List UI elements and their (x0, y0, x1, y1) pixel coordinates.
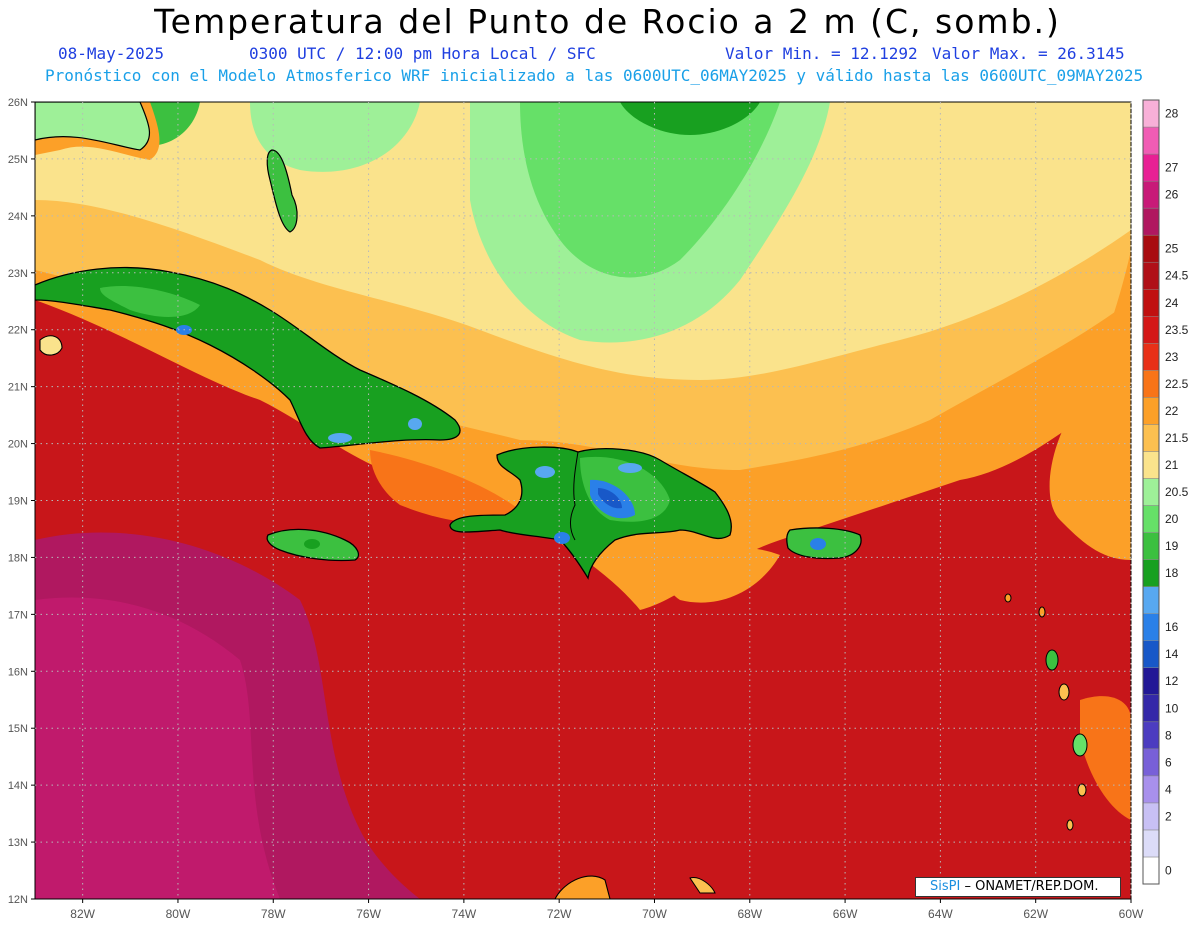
colorbar-label: 27 (1165, 161, 1179, 175)
colorbar-frame (1142, 99, 1160, 885)
colorbar-swatch (1142, 261, 1160, 290)
lat-tick-label: 12N (8, 894, 28, 906)
colorbar-label: 21 (1165, 458, 1179, 472)
colorbar-label: 20 (1165, 512, 1179, 526)
colorbar-swatch (1142, 424, 1160, 452)
min-value: Valor Min. = 12.1292 (725, 44, 918, 63)
colorbar-label: 14 (1165, 647, 1179, 661)
colorbar-swatch (1142, 559, 1160, 587)
colorbar-label: 23.5 (1165, 323, 1189, 337)
lat-tick-label: 17N (8, 609, 28, 621)
dewpoint-field (35, 102, 1131, 899)
lat-tick-label: 24N (8, 211, 28, 223)
colorbar-swatch (1142, 721, 1160, 750)
lon-tick-label: 64W (928, 907, 953, 921)
lat-tick-label: 18N (8, 552, 28, 564)
colorbar-label: 16 (1165, 620, 1179, 634)
lon-tick-label: 80W (166, 907, 191, 921)
colorbar-swatch (1142, 207, 1160, 236)
colorbar-label: 22.5 (1165, 377, 1189, 391)
lon-tick-label: 62W (1023, 907, 1048, 921)
colorbar-swatch (1142, 667, 1160, 696)
colorbar-label: 8 (1165, 728, 1172, 742)
colorbar-swatch (1142, 180, 1160, 209)
colorbar-label: 19 (1165, 539, 1179, 553)
credit-box: SisPI – ONAMET/REP.DOM. (915, 877, 1121, 897)
colorbar-swatch (1142, 343, 1160, 371)
colorbar-swatch (1142, 370, 1160, 398)
lat-tick-label: 16N (8, 666, 28, 678)
lat-tick-label: 13N (8, 837, 28, 849)
colorbar-swatch (1142, 586, 1160, 614)
sispi-logo: SisPI (930, 879, 961, 894)
colorbar-swatch (1142, 748, 1160, 777)
colorbar-label: 10 (1165, 701, 1179, 715)
colorbar-swatch (1142, 316, 1160, 344)
colorbar-label: 20.5 (1165, 485, 1189, 499)
model-info: Pronóstico con el Modelo Atmosferico WRF… (45, 66, 1144, 85)
map-title: Temperatura del Punto de Rocio a 2 m (C,… (154, 2, 1061, 41)
lat-tick-label: 19N (8, 496, 28, 508)
lon-tick-label: 78W (261, 907, 286, 921)
colorbar-swatch (1142, 126, 1160, 155)
lat-tick-label: 20N (8, 439, 28, 451)
colorbar-label: 6 (1165, 755, 1172, 769)
colorbar-swatch (1142, 694, 1160, 723)
colorbar-label: 12 (1165, 674, 1179, 688)
lon-tick-label: 66W (833, 907, 858, 921)
colorbar-swatch (1142, 99, 1160, 128)
lon-tick-label: 60W (1119, 907, 1144, 921)
longitude-labels: 82W 80W 78W 76W 74W 72W 70W 68W 66W 64W 62W 60W (70, 899, 1144, 921)
colorbar-swatch (1142, 640, 1160, 668)
lon-tick-label: 76W (356, 907, 381, 921)
colorbar-label: 22 (1165, 404, 1179, 418)
max-value: Valor Max. = 26.3145 (932, 44, 1125, 63)
colorbar-label: 28 (1165, 107, 1179, 121)
colorbar-swatch (1142, 613, 1160, 641)
color-scale-legend: 024681012141618192020.52121.52222.52323.… (1142, 99, 1189, 885)
lat-tick-label: 23N (8, 268, 28, 280)
colorbar-swatch (1142, 478, 1160, 506)
colorbar-label: 25 (1165, 242, 1179, 256)
colorbar-swatch (1142, 532, 1160, 560)
colorbar-swatch (1142, 288, 1160, 317)
colorbar-swatch (1142, 829, 1160, 858)
colorbar-label: 18 (1165, 566, 1179, 580)
lon-tick-label: 74W (452, 907, 477, 921)
lat-tick-label: 25N (8, 154, 28, 166)
lon-tick-label: 72W (547, 907, 572, 921)
colorbar-swatch (1142, 505, 1160, 533)
colorbar-label: 24.5 (1165, 269, 1189, 283)
forecast-time: 0300 UTC / 12:00 pm Hora Local / SFC (249, 44, 596, 63)
colorbar-label: 21.5 (1165, 431, 1189, 445)
lon-tick-label: 70W (642, 907, 667, 921)
colorbar-swatch (1142, 775, 1160, 804)
colorbar-label: 26 (1165, 188, 1179, 202)
lat-tick-label: 21N (8, 382, 28, 394)
lat-tick-label: 14N (8, 780, 28, 792)
lon-tick-label: 68W (737, 907, 762, 921)
forecast-date: 08-May-2025 (58, 44, 164, 63)
lon-tick-label: 82W (70, 907, 95, 921)
colorbar-swatch (1142, 856, 1160, 885)
colorbar-swatch (1142, 397, 1160, 425)
lat-tick-label: 26N (8, 97, 28, 109)
lat-tick-label: 15N (8, 723, 28, 735)
colorbar-label: 23 (1165, 350, 1179, 364)
lat-tick-label: 22N (8, 325, 28, 337)
latitude-labels: 12N 13N 14N 15N 16N 17N 18N 19N 20N 21N 22N 23N 24N 2… (8, 97, 35, 906)
credit-text: – ONAMET/REP.DOM. (964, 879, 1099, 894)
colorbar-swatch (1142, 234, 1160, 263)
colorbar-label: 24 (1165, 296, 1179, 310)
colorbar-swatch (1142, 802, 1160, 831)
graticule (35, 102, 1132, 899)
colorbar-swatch (1142, 451, 1160, 479)
colorbar-swatch (1142, 153, 1160, 182)
colorbar-label: 2 (1165, 809, 1172, 823)
colorbar-label: 0 (1165, 863, 1172, 877)
colorbar-label: 4 (1165, 782, 1172, 796)
